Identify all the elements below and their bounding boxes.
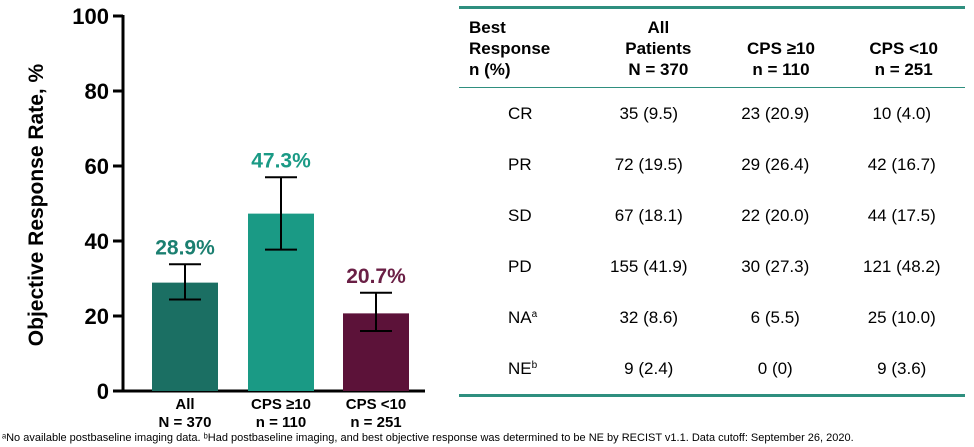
table-row: PD 155 (41.9) 30 (27.3) 121 (48.2) (459, 241, 965, 292)
y-tick-label: 20 (85, 304, 109, 329)
row-label: NAa (508, 307, 538, 327)
best-response-table: Best Response n (%) All Patients N = 370… (459, 6, 965, 397)
table-row: PR 72 (19.5) 29 (26.4) 42 (16.7) (459, 139, 965, 190)
footnote-marker: b (531, 359, 538, 371)
y-tick-label: 80 (85, 79, 109, 104)
cell-cps-lt10: 9 (3.6) (877, 358, 927, 378)
table-header-row: Best Response n (%) All Patients N = 370… (459, 9, 965, 87)
table-bottom-rule (459, 394, 965, 397)
cell-cps-lt10: 121 (48.2) (863, 256, 941, 276)
cell-cps-ge10: 30 (27.3) (741, 256, 810, 276)
footnote-marker: a (531, 308, 538, 320)
header-best-response: Best Response n (%) (469, 18, 551, 79)
y-tick-label: 0 (97, 379, 109, 404)
cell-cps-lt10: 25 (10.0) (867, 307, 936, 327)
x-tick-label: CPS ≥10 (251, 396, 311, 413)
cell-all-patients: 35 (9.5) (619, 103, 679, 123)
y-axis-label: Objective Response Rate, % (25, 63, 48, 346)
x-tick-sublabel: n = 110 (256, 414, 306, 431)
header-cps-lt10: CPS <10 n = 251 (869, 39, 938, 79)
row-label: NEb (508, 358, 538, 378)
table-row: NEb 9 (2.4) 0 (0) 9 (3.6) (459, 343, 965, 394)
error-bars (169, 176, 392, 332)
cell-cps-ge10: 29 (26.4) (741, 154, 810, 174)
row-label: CR (508, 103, 533, 123)
cell-all-patients: 9 (2.4) (624, 358, 674, 378)
cell-cps-ge10: 23 (20.9) (741, 103, 810, 123)
y-tick-label: 60 (85, 154, 109, 179)
data-label: 28.9% (155, 236, 215, 259)
table-row: NAa 32 (8.6) 6 (5.5) 25 (10.0) (459, 292, 965, 343)
bar (152, 282, 218, 391)
data-labels: 28.9% 47.3% 20.7% (155, 149, 406, 288)
row-label: PD (508, 256, 532, 276)
cell-all-patients: 155 (41.9) (610, 256, 688, 276)
x-tick-sublabel: N = 370 (159, 414, 212, 431)
data-label: 47.3% (251, 149, 311, 172)
cell-cps-ge10: 22 (20.0) (741, 205, 810, 225)
header-cps-ge10: CPS ≥10 n = 110 (747, 39, 815, 79)
x-tick-label: CPS <10 (346, 396, 406, 413)
table-row: CR 35 (9.5) 23 (20.9) 10 (4.0) (459, 88, 965, 139)
table-row: SD 67 (18.1) 22 (20.0) 44 (17.5) (459, 190, 965, 241)
header-all-patients: All Patients N = 370 (625, 18, 692, 79)
row-label: PR (508, 154, 532, 174)
x-tick-label: All (175, 396, 194, 413)
data-label: 20.7% (346, 265, 406, 288)
cell-all-patients: 67 (18.1) (614, 205, 683, 225)
cell-cps-lt10: 42 (16.7) (867, 154, 936, 174)
cell-all-patients: 72 (19.5) (614, 154, 683, 174)
y-tick-label: 100 (72, 4, 109, 29)
table-top-rule (459, 6, 965, 9)
row-label: SD (508, 205, 532, 225)
cell-cps-lt10: 44 (17.5) (867, 205, 936, 225)
table-header-rule (459, 87, 965, 88)
cell-cps-ge10: 0 (0) (757, 358, 793, 378)
x-tick-sublabel: n = 251 (350, 414, 401, 431)
y-tick-label: 40 (85, 229, 109, 254)
cell-all-patients: 32 (8.6) (619, 307, 679, 327)
cell-cps-ge10: 6 (5.5) (750, 307, 800, 327)
cell-cps-lt10: 10 (4.0) (872, 103, 932, 123)
footnote: ᵃNo available postbaseline imaging data.… (2, 432, 854, 444)
